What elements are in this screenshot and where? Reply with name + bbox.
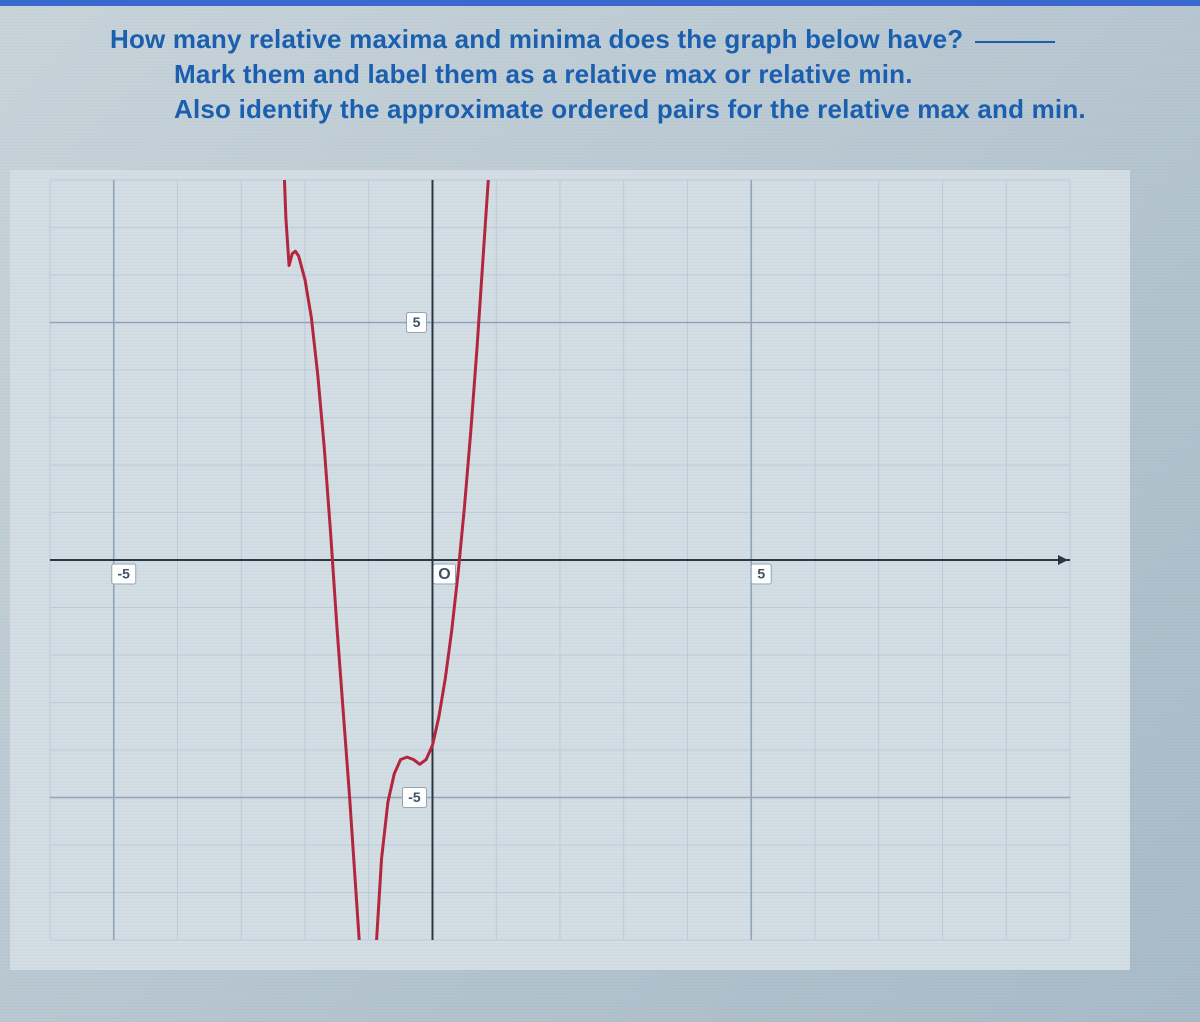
question-text-block: How many relative maxima and minima does…: [110, 22, 1160, 127]
axis-label-text: O: [438, 566, 450, 583]
answer-blank[interactable]: [975, 41, 1055, 43]
axis-label-text: -5: [408, 789, 421, 805]
axis-label-text: -5: [118, 566, 131, 582]
graph-svg: -5 O 5 5 -5: [10, 170, 1130, 970]
question-line-1-text: How many relative maxima and minima does…: [110, 24, 963, 54]
question-line-1: How many relative maxima and minima does…: [110, 22, 1160, 57]
graph-bg: [10, 170, 1130, 970]
axis-label-text: 5: [757, 566, 765, 582]
axis-label-text: 5: [413, 314, 421, 330]
window-top-border: [0, 0, 1200, 6]
question-line-2: Mark them and label them as a relative m…: [174, 57, 1160, 92]
graph-panel: -5 O 5 5 -5: [10, 170, 1130, 970]
question-line-3: Also identify the approximate ordered pa…: [174, 92, 1160, 127]
